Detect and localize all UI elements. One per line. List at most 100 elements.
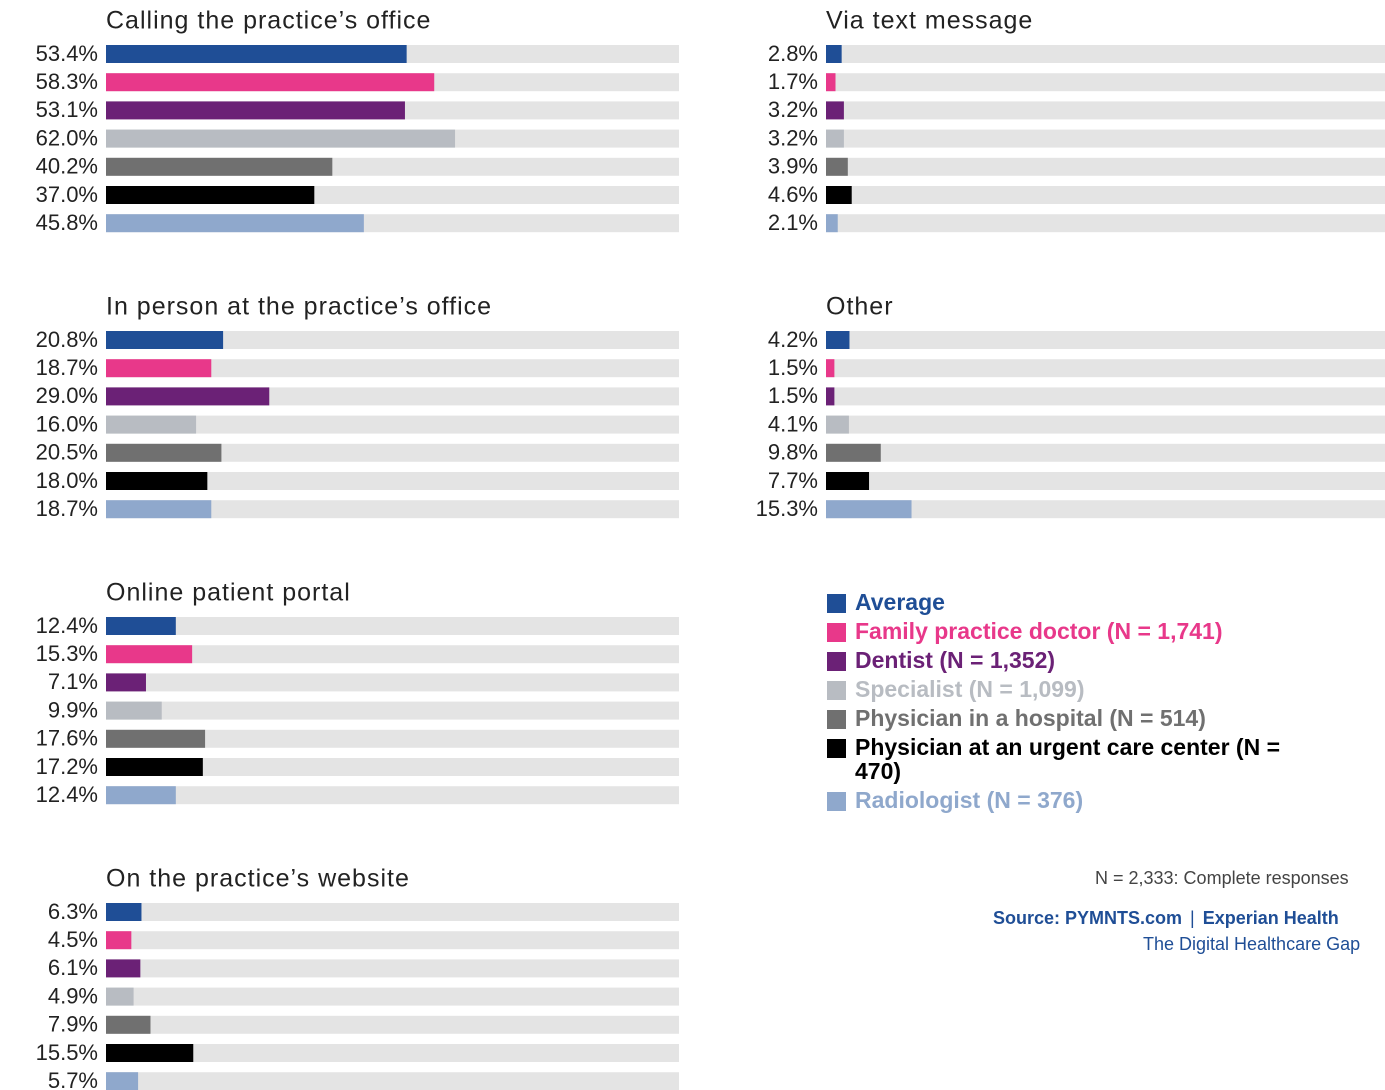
source-label: Source: PYMNTS.com [993,908,1183,928]
legend-label: Physician in a hospital (N = 514) [855,705,1206,731]
bar [106,617,176,635]
bar [826,73,836,92]
value-label: 3.2% [768,97,818,122]
value-label: 18.7% [36,496,98,521]
track [826,129,1385,148]
value-label: 9.8% [768,440,818,465]
value-label: 16.0% [36,411,98,436]
bar [106,129,456,148]
track [826,359,1385,378]
bar [106,987,134,1006]
track [106,931,679,950]
value-label: 2.1% [768,210,818,235]
value-label: 62.0% [36,125,98,150]
value-label: 15.3% [36,641,98,666]
bar [826,331,850,349]
track [826,331,1385,349]
bar [106,45,407,63]
value-label: 40.2% [36,154,98,179]
bar [826,443,881,462]
track [826,500,1385,519]
bar [826,186,852,204]
bar [106,959,141,978]
legend-swatch [827,710,846,729]
bar [106,331,224,349]
value-label: 15.5% [36,1040,98,1065]
legend-swatch [827,681,846,700]
bar [106,359,212,378]
track [106,959,679,978]
value-label: 4.6% [768,182,818,207]
track [106,645,679,664]
bar [106,1015,151,1034]
track [106,359,679,378]
value-label: 37.0% [36,182,98,207]
legend-item: Dentist (N = 1,352) [827,648,1327,672]
legend-swatch [827,792,846,811]
value-label: 4.2% [768,327,818,352]
track [826,73,1385,92]
track [106,758,679,776]
legend-label: Dentist (N = 1,352) [855,647,1056,673]
legend-item: Family practice doctor (N = 1,741) [827,619,1327,643]
panel-title: Calling the practice’s office [106,7,431,35]
panel-title: On the practice’s website [106,865,410,893]
value-label: 7.9% [48,1012,98,1037]
value-label: 7.7% [768,468,818,493]
value-label: 6.1% [48,955,98,980]
bar [106,500,212,519]
legend-swatch [827,623,846,642]
track [106,903,679,921]
track [106,1044,679,1062]
panel-title: Other [826,293,894,321]
legend-label: Average [855,589,945,615]
value-label: 6.3% [48,899,98,924]
bar [106,415,197,434]
bar [106,472,208,490]
report: The Digital Healthcare Gap [1143,934,1361,954]
value-label: 29.0% [36,383,98,408]
value-label: 4.1% [768,411,818,436]
track [826,186,1385,204]
panel-title: In person at the practice’s office [106,293,492,321]
bar [106,186,315,204]
value-label: 1.5% [768,383,818,408]
track [106,443,679,462]
track [826,45,1385,63]
bar [106,1044,194,1062]
panel-title: Via text message [826,7,1033,35]
bar [826,214,838,233]
legend-label: Family practice doctor (N = 1,741) [855,618,1223,644]
bar [826,157,848,176]
legend-item: Physician in a hospital (N = 514) [827,706,1327,730]
separator: | [1190,908,1195,928]
legend-item: Radiologist (N = 376) [827,788,1327,812]
value-label: 53.4% [36,41,98,66]
value-label: 2.8% [768,41,818,66]
value-label: 20.5% [36,440,98,465]
bar [826,45,842,63]
value-label: 15.3% [756,496,818,521]
value-label: 18.0% [36,468,98,493]
value-label: 12.4% [36,782,98,807]
value-label: 7.1% [48,669,98,694]
track [826,101,1385,120]
legend-label: Physician at an urgent care center (N = … [855,734,1281,784]
value-label: 45.8% [36,210,98,235]
bar [826,359,835,378]
value-label: 58.3% [36,69,98,94]
value-label: 17.2% [36,754,98,779]
bar [106,214,364,233]
track [826,443,1385,462]
bar [826,415,849,434]
bar [826,472,870,490]
track [106,472,679,490]
legend-item: Specialist (N = 1,099) [827,677,1327,701]
value-label: 5.7% [48,1068,98,1090]
value-label: 12.4% [36,613,98,638]
partner: Experian Health [1202,908,1339,928]
track [826,214,1385,233]
legend-label: Radiologist (N = 376) [855,787,1084,813]
